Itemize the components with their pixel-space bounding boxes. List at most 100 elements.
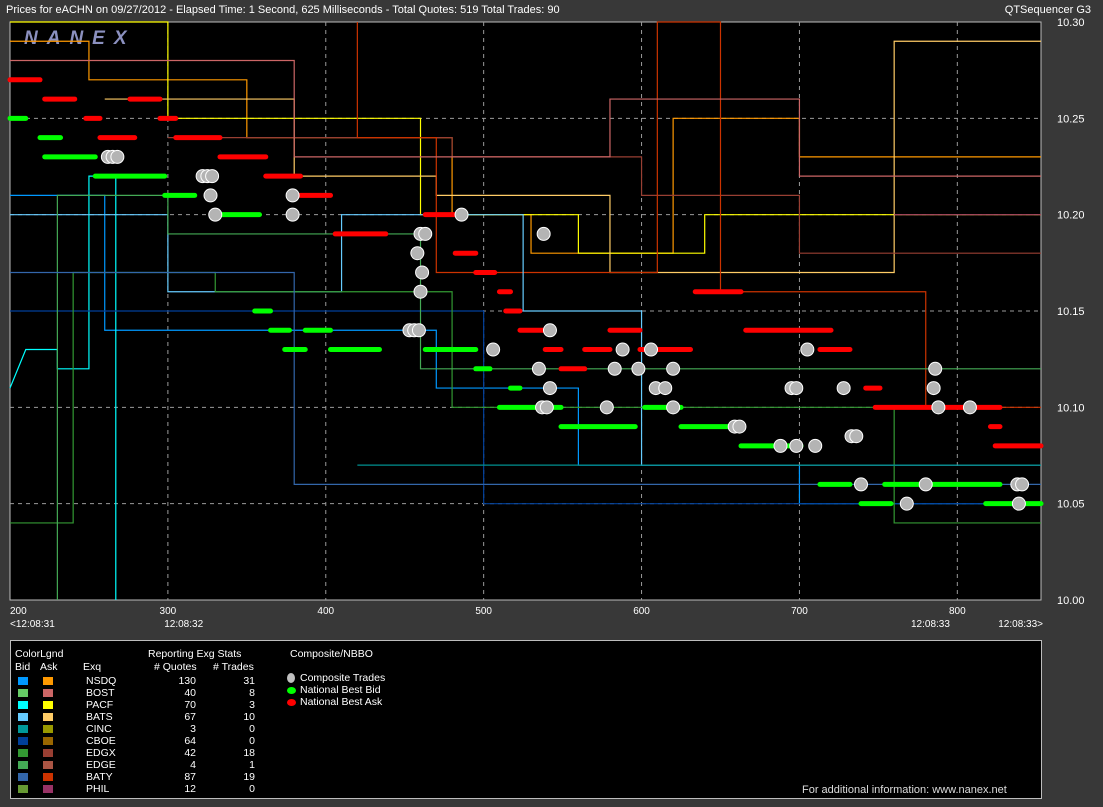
bid-color-swatch [18,761,28,769]
footer-info: For additional information: www.nanex.ne… [802,784,1007,796]
ask-color-swatch [43,725,53,733]
time-label: <12:08:31 [10,619,55,630]
trade-count: 0 [249,735,255,747]
ask-color-swatch [43,737,53,745]
y-tick-label: 10.20 [1057,210,1085,222]
legend-marker-icon [287,687,296,694]
exq-header: Exq [83,661,102,673]
bid-header: Bid [15,661,31,673]
exchange-name: EDGX [86,747,116,759]
y-tick-label: 10.00 [1057,595,1085,607]
trade-point [899,496,914,511]
time-label: 12:08:32 [164,619,203,630]
trade-point [926,381,941,396]
quotes-header: # Quotes [154,661,197,673]
trade-point [849,429,864,444]
axes: 10.30 10.25 10.20 10.15 10.10 10.05 10.00 200 30… [10,17,1085,630]
ask-color-swatch [43,713,53,721]
trade-point [615,342,630,357]
trade-point [205,169,220,184]
ask-color-swatch [43,785,53,793]
trade-point [1011,496,1026,511]
trade-point [931,400,946,415]
trade-point [800,342,815,357]
time-label: 12:08:33> [998,619,1043,630]
y-tick-label: 10.30 [1057,17,1085,29]
trade-count: 3 [249,699,255,711]
bid-color-swatch [18,773,28,781]
trade-count: 0 [249,783,255,795]
nbbo-title: Composite/NBBO [290,648,373,660]
trade-point [666,400,681,415]
exchange-name: BOST [86,687,115,699]
time-label: 12:08:33 [911,619,950,630]
bid-color-swatch [18,713,28,721]
trade-point [531,361,546,376]
ask-color-swatch [43,761,53,769]
ask-color-swatch [43,701,53,709]
bid-color-swatch [18,749,28,757]
legend-marker-icon [287,699,296,706]
trade-count: 31 [243,675,255,687]
trade-point [631,361,646,376]
quote-count: 40 [184,687,196,699]
trade-count: 8 [249,687,255,699]
quote-line-baty-ask [356,21,1041,408]
trade-point [415,265,430,280]
trade-point [773,438,788,453]
nbbo-legend-label: Composite Trades [300,672,386,684]
trades-header: # Trades [213,661,254,673]
nbbo-legend-label: National Best Ask [300,696,383,708]
trade-point [854,477,869,492]
trade-count: 0 [249,723,255,735]
color-legend-title: ColorLgnd [15,648,64,660]
x-tick-label: 700 [791,606,808,617]
x-tick-label: 300 [160,606,177,617]
bid-color-swatch [18,725,28,733]
y-tick-label: 10.05 [1057,499,1085,511]
trade-count: 1 [249,759,255,771]
trade-point [928,361,943,376]
trade-point [836,381,851,396]
quote-line-edgx-ask [167,137,1041,254]
trade-point [418,226,433,241]
trade-point [285,188,300,203]
x-tick-label: 800 [949,606,966,617]
quote-count: 12 [184,783,196,795]
trade-point [536,226,551,241]
trade-point [789,381,804,396]
quote-count: 4 [190,759,196,771]
trade-point [599,400,614,415]
exchange-name: PHIL [86,783,110,795]
trade-point [486,342,501,357]
exchange-quote-lines [9,21,1041,600]
stats-title: Reporting Exg Stats [148,648,242,660]
x-tick-label: 200 [10,606,27,617]
price-chart: NANEX 10.30 10.25 10.20 10.15 10.10 10.05 10.0… [7,17,1085,630]
trade-point [644,342,659,357]
bid-color-swatch [18,737,28,745]
trade-point [411,323,426,338]
exchange-name: EDGE [86,759,116,771]
ask-color-swatch [43,689,53,697]
y-tick-label: 10.15 [1057,306,1085,318]
ask-color-swatch [43,749,53,757]
trade-count: 10 [243,711,255,723]
y-tick-label: 10.25 [1057,113,1085,125]
quote-line-bost-ask [10,59,1041,177]
exchange-name: BATY [86,771,113,783]
trade-point [918,477,933,492]
legend-panel: ColorLgnd Bid Ask Exq Reporting Exg Stat… [10,640,1042,799]
trade-point [110,149,125,164]
trade-point [658,381,673,396]
trade-point [285,207,300,222]
exchange-name: CBOE [86,735,116,747]
ask-header: Ask [40,661,58,673]
trade-point [454,207,469,222]
bid-color-swatch [18,689,28,697]
quote-count: 42 [184,747,196,759]
trade-point [203,188,218,203]
trade-point [413,284,428,299]
bid-color-swatch [18,677,28,685]
exchange-name: BATS [86,711,113,723]
